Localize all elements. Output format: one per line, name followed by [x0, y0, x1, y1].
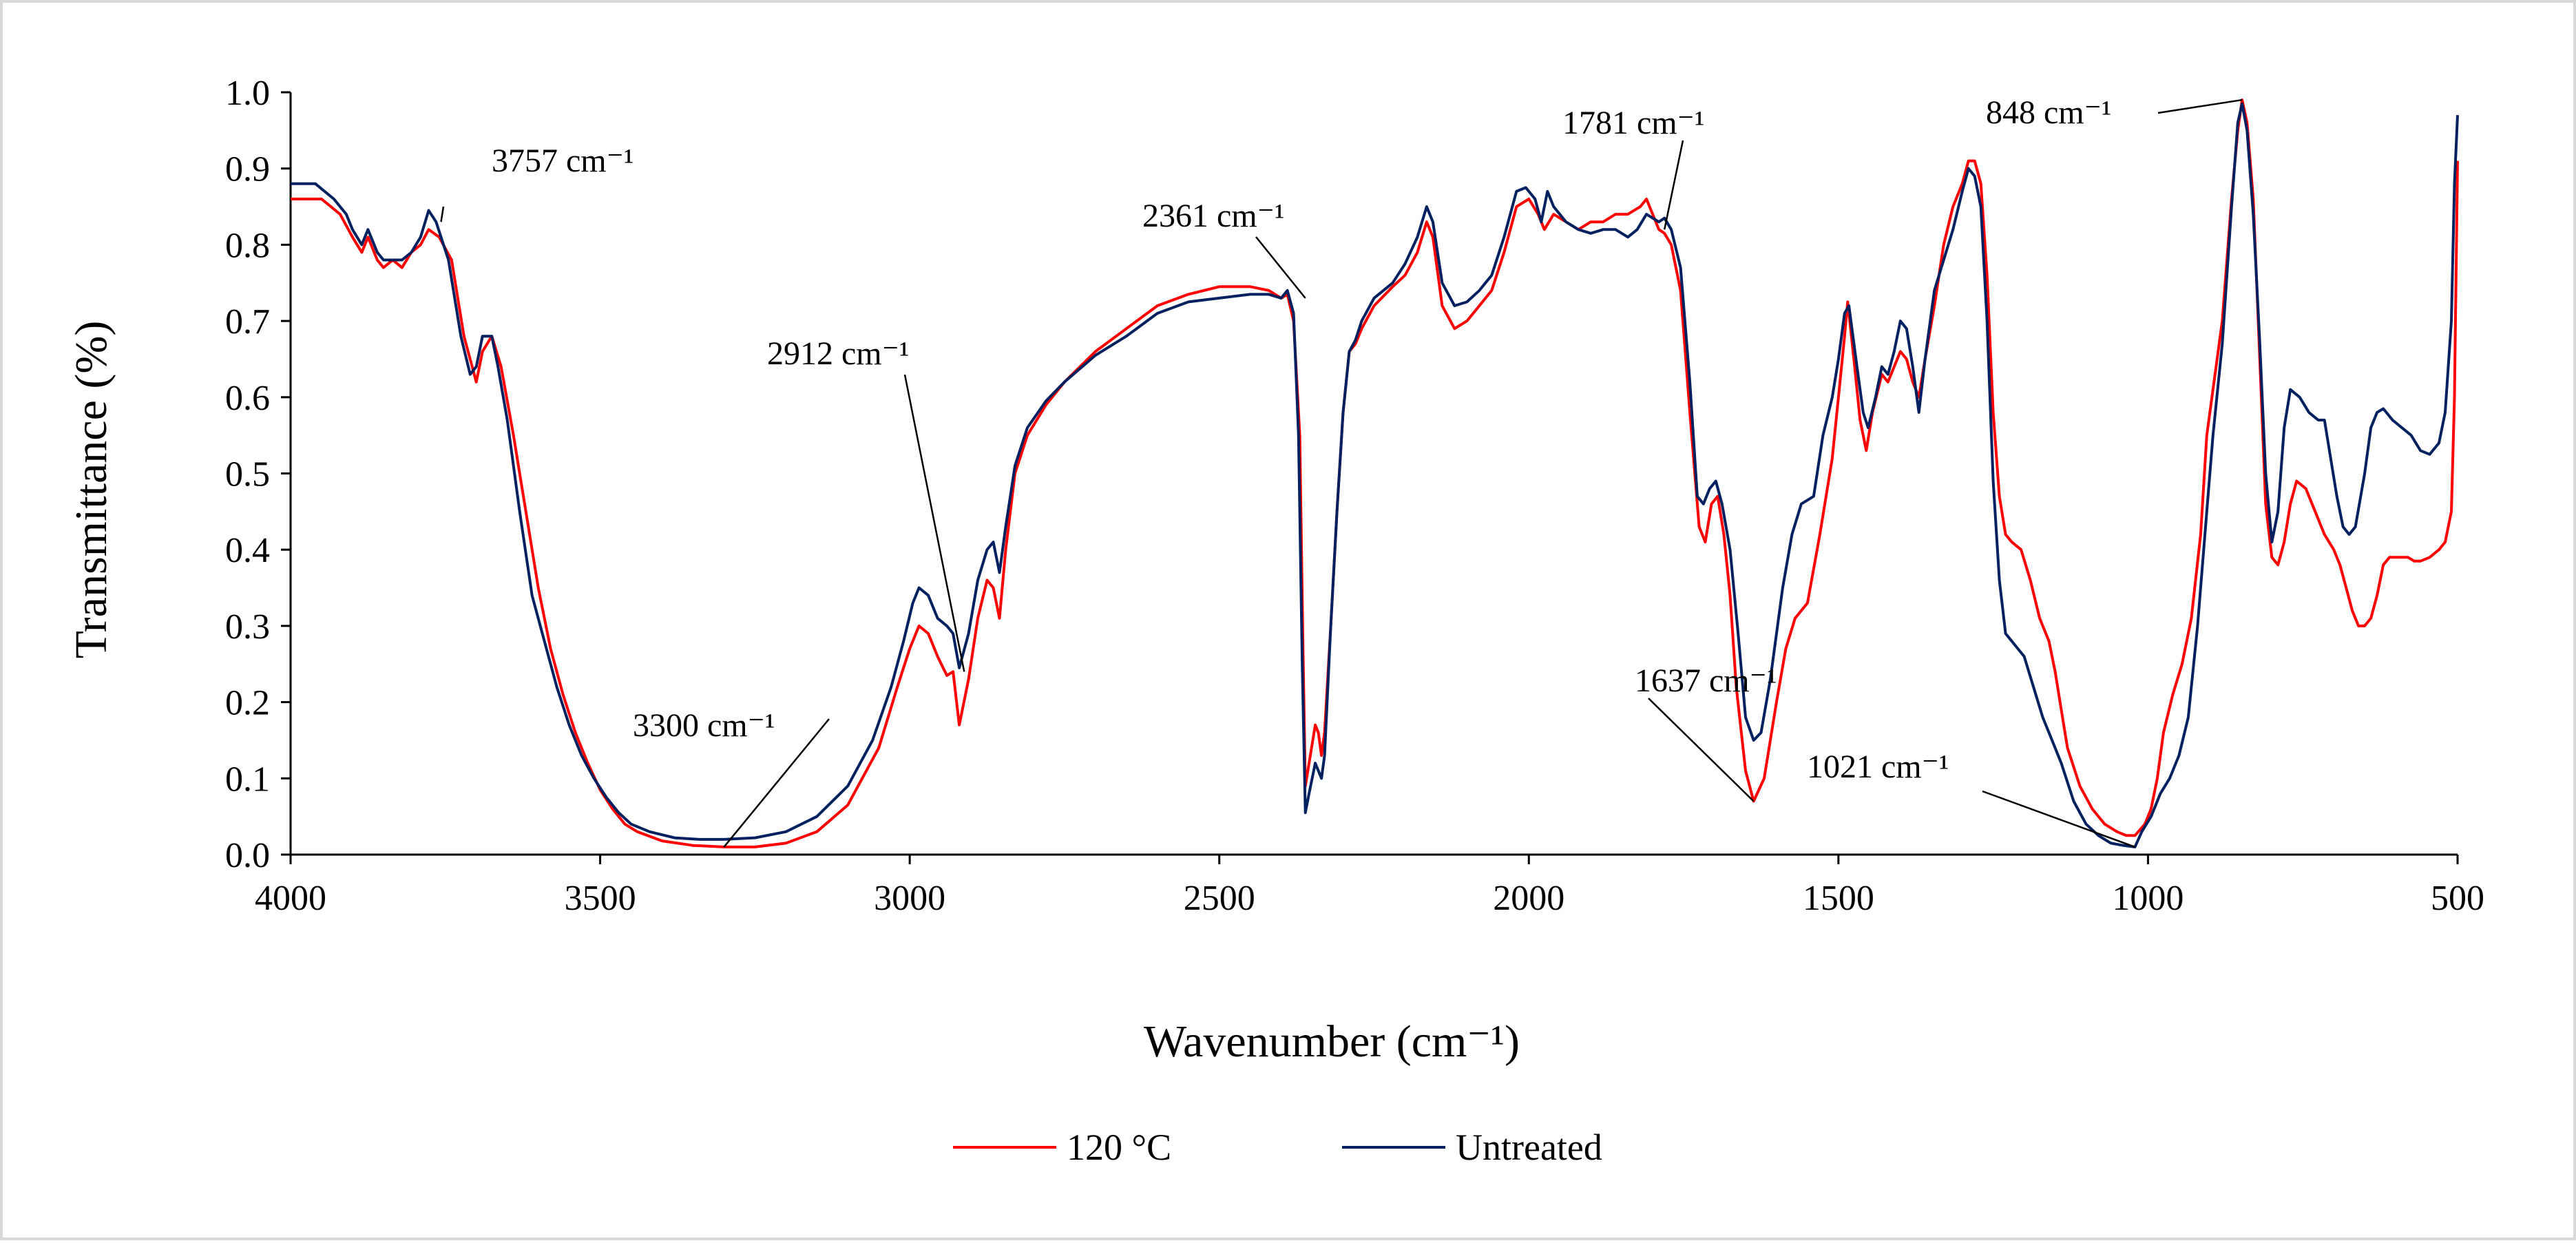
- y-tick-label: 0.1: [225, 760, 270, 799]
- annotation-leader: [903, 374, 965, 672]
- x-tick-label: 500: [2431, 879, 2484, 918]
- y-tick-label: 0.8: [225, 226, 270, 265]
- annotation-label: 1637 cm⁻¹: [1635, 662, 1777, 699]
- y-tick-label: 0.6: [225, 379, 270, 418]
- x-tick-label: 4000: [255, 879, 326, 918]
- annotation-label: 848 cm⁻¹: [1986, 94, 2111, 131]
- annotation-leader: [2157, 98, 2243, 114]
- series-layer: [291, 98, 2459, 848]
- x-axis-title: Wavenumber (cm⁻¹): [1144, 1016, 1520, 1067]
- annotation-leader: [723, 718, 830, 848]
- legend-label-untreated: Untreated: [1456, 1127, 1602, 1168]
- annotation-leader: [1663, 140, 1684, 230]
- y-tick-label: 1.0: [225, 74, 270, 113]
- annotation-label: 1781 cm⁻¹: [1562, 105, 1704, 141]
- annotation-label: 1021 cm⁻¹: [1807, 749, 1949, 785]
- x-tick-label: 2500: [1184, 879, 1255, 918]
- y-tick-label: 0.5: [225, 455, 270, 494]
- annotation-label: 2912 cm⁻¹: [767, 335, 909, 372]
- x-tick-label: 3000: [874, 879, 945, 918]
- y-axis-title: Transmittance (%): [66, 321, 116, 659]
- annotation-leader: [1982, 790, 2135, 848]
- ftir-chart: 0.0 0.1 0.2 0.3 0.4 0.5 0.6 0.7 0.8 0.9 1.0 4000 350…: [66, 74, 2484, 1168]
- annotation-label: 3757 cm⁻¹: [492, 143, 633, 179]
- y-tick-label: 0.9: [225, 150, 270, 189]
- y-tick-label: 0.7: [225, 302, 270, 342]
- x-tick-label: 3500: [565, 879, 636, 918]
- annotation-label: 2361 cm⁻¹: [1142, 198, 1284, 234]
- x-tick-label: 1000: [2112, 879, 2184, 918]
- legend-label-120c: 120 °C: [1067, 1127, 1171, 1168]
- x-tick-label: 2000: [1493, 879, 1564, 918]
- axes-layer: 0.0 0.1 0.2 0.3 0.4 0.5 0.6 0.7 0.8 0.9 1.0 4000 350…: [225, 74, 2484, 918]
- x-tick-label: 1500: [1803, 879, 1874, 918]
- y-tick-label: 0.2: [225, 684, 270, 723]
- y-tick-label: 0.4: [225, 531, 270, 570]
- annotation-leader: [440, 206, 445, 222]
- legend: 120 °C Untreated: [953, 1127, 1602, 1168]
- y-tick-label: 0.0: [225, 836, 270, 875]
- annotation-label: 3300 cm⁻¹: [633, 707, 775, 744]
- series-line-120c: [291, 98, 2459, 848]
- series-line-untreated: [291, 102, 2459, 848]
- annotation-leader: [1255, 236, 1306, 299]
- annotation-layer: 3757 cm⁻¹ 2912 cm⁻¹ 3300 cm⁻¹ 2361 cm⁻¹ 1781…: [440, 94, 2243, 848]
- y-tick-label: 0.3: [225, 607, 270, 647]
- annotation-leader: [1648, 698, 1755, 802]
